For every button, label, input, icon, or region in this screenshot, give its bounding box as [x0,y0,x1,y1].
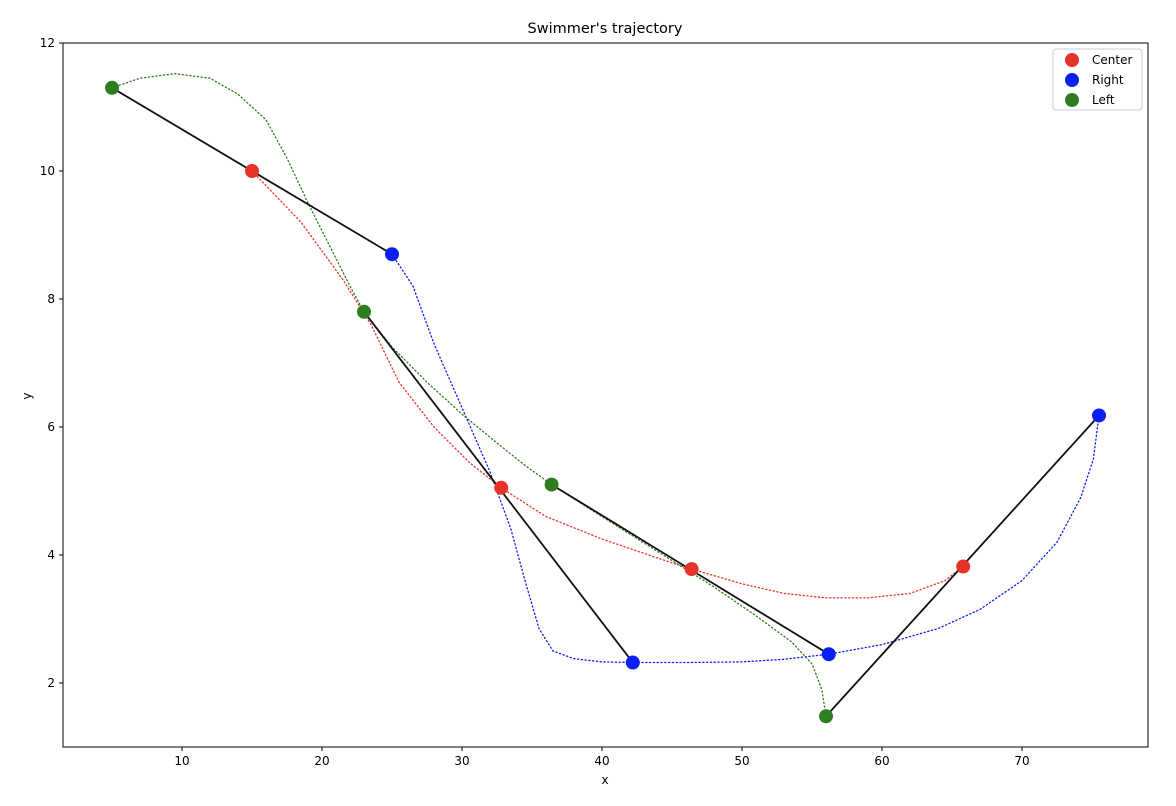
right-point-1 [385,247,399,262]
y-tick-label-6: 6 [47,420,55,434]
x-tick-label-40: 40 [594,754,609,768]
x-axis-title: x [601,773,608,787]
plot-area: 10 20 30 40 50 60 70 2 4 6 8 10 12 [40,36,1149,768]
axes-frame [62,42,1149,748]
trajectory-center [251,170,964,599]
x-tick-label-60: 60 [874,754,889,768]
left-point-1 [105,80,119,95]
center-point-1 [245,164,259,178]
x-tick-label-50: 50 [734,754,749,768]
x-tick-label-30: 30 [454,754,469,768]
legend-label-right: Right [1092,73,1124,87]
legend-label-left: Left [1092,93,1115,107]
left-point-2 [357,304,371,319]
legend-marker-left [1065,93,1079,107]
legend-marker-right [1065,73,1079,87]
right-point-2 [625,655,640,670]
y-tick-label-12: 12 [40,36,55,50]
y-axis-title: y [20,392,34,399]
center-point-3 [684,562,699,577]
x-tick-label-10: 10 [174,754,189,768]
x-tick-label-70: 70 [1014,754,1029,768]
center-point-4 [956,559,971,574]
y-tick-label-4: 4 [47,548,55,562]
right-point-4 [1092,408,1106,423]
y-tick-label-8: 8 [47,292,55,306]
x-tick-label-20: 20 [314,754,329,768]
legend-label-center: Center [1092,53,1132,67]
right-point-3 [821,647,836,662]
trajectory-left [111,73,827,717]
left-point-4 [819,709,833,724]
y-tick-label-2: 2 [47,676,55,690]
center-point-2 [494,480,509,495]
y-tick-label-10: 10 [40,164,55,178]
legend-marker-center [1065,53,1079,67]
legend: Center Right Left [1052,48,1143,111]
chart-title: Swimmer's trajectory [528,21,683,37]
left-point-3 [544,477,559,492]
trajectory-right [391,253,1100,664]
